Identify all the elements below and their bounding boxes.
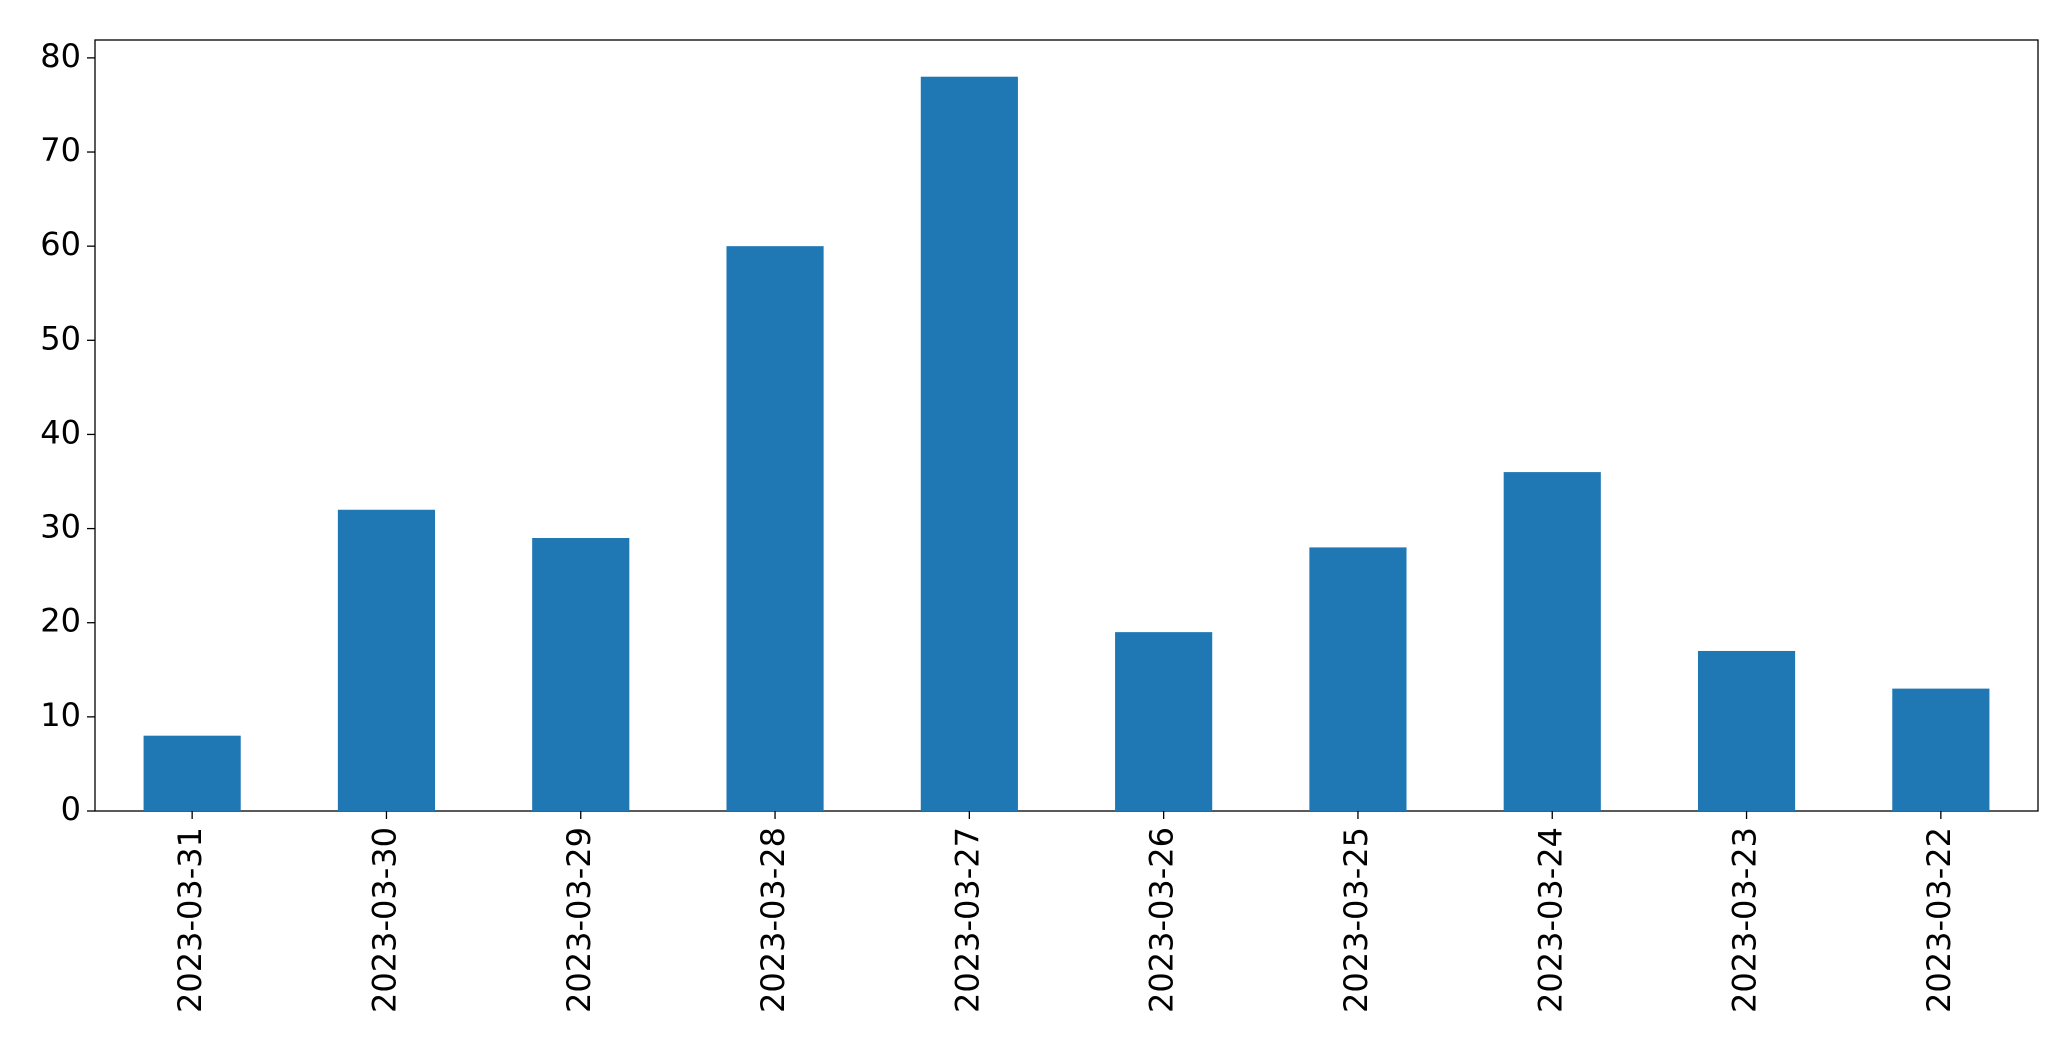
bar bbox=[920, 76, 1018, 811]
bar bbox=[143, 735, 241, 811]
bar bbox=[1309, 547, 1407, 811]
y-tick-label: 80 bbox=[40, 37, 81, 75]
x-tick-label: 2023-03-24 bbox=[1531, 827, 1569, 1013]
bar bbox=[532, 537, 630, 811]
y-tick-label: 70 bbox=[40, 131, 81, 169]
y-tick-label: 10 bbox=[40, 696, 81, 734]
bar bbox=[337, 509, 436, 811]
y-tick-label: 40 bbox=[40, 413, 81, 451]
x-tick-label: 2023-03-26 bbox=[1143, 827, 1181, 1013]
y-tick-label: 50 bbox=[40, 319, 81, 357]
bar bbox=[1697, 650, 1796, 811]
y-tick-label: 30 bbox=[40, 508, 81, 546]
y-tick-label: 60 bbox=[40, 225, 81, 263]
bar bbox=[1503, 472, 1601, 811]
x-tick-label: 2023-03-30 bbox=[365, 827, 403, 1013]
bar bbox=[1892, 688, 1990, 811]
plot-frame bbox=[94, 39, 2039, 812]
x-tick-label: 2023-03-28 bbox=[754, 827, 792, 1013]
x-tick-label: 2023-03-27 bbox=[948, 827, 986, 1013]
x-tick-label: 2023-03-23 bbox=[1726, 827, 1764, 1013]
x-tick-label: 2023-03-29 bbox=[560, 827, 598, 1013]
x-tick-label: 2023-03-31 bbox=[171, 827, 209, 1013]
x-tick-label: 2023-03-22 bbox=[1920, 827, 1958, 1013]
y-tick-label: 0 bbox=[61, 790, 81, 828]
bar bbox=[1115, 632, 1213, 811]
bar bbox=[726, 246, 824, 811]
y-tick-label: 20 bbox=[40, 602, 81, 640]
x-tick-label: 2023-03-25 bbox=[1337, 827, 1375, 1013]
